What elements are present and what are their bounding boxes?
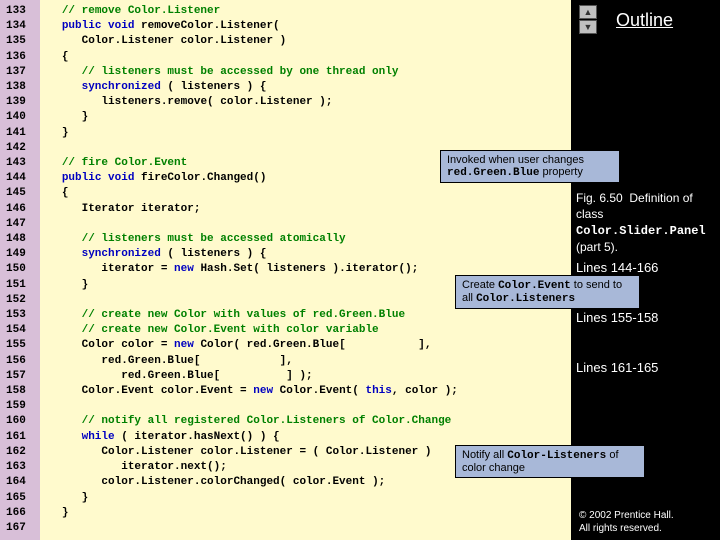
line-number: 166 [2, 506, 38, 521]
line-number: 157 [2, 369, 38, 384]
code-line [42, 399, 569, 414]
code-line: synchronized ( listeners ) { [42, 247, 569, 262]
line-number: 135 [2, 34, 38, 49]
line-numbers: 1331341351361371381391401411421431441451… [0, 0, 40, 540]
line-number: 161 [2, 430, 38, 445]
copyright: © 2002 Prentice Hall. All rights reserve… [579, 509, 674, 535]
figure-caption: Fig. 6.50 Definition of class Color.Slid… [576, 190, 720, 255]
line-number: 147 [2, 217, 38, 232]
code-line: public void removeColor.Listener( [42, 19, 569, 34]
code-line: while ( iterator.hasNext() ) { [42, 430, 569, 445]
line-number: 137 [2, 65, 38, 80]
code-line: Color color = new Color( red.Green.Blue[… [42, 338, 569, 353]
callout: Invoked when user changes red.Green.Blue… [440, 150, 620, 183]
code-line: } [42, 110, 569, 125]
code-line: // create new Color with values of red.G… [42, 308, 569, 323]
line-number: 134 [2, 19, 38, 34]
code-line: // listeners must be accessed atomically [42, 232, 569, 247]
line-number: 165 [2, 491, 38, 506]
line-number: 152 [2, 293, 38, 308]
code-line: synchronized ( listeners ) { [42, 80, 569, 95]
line-number: 151 [2, 278, 38, 293]
code-line: // remove Color.Listener [42, 4, 569, 19]
line-number: 149 [2, 247, 38, 262]
code-line: // create new Color.Event with color var… [42, 323, 569, 338]
code-line: { [42, 50, 569, 65]
line-number: 142 [2, 141, 38, 156]
code-line: { [42, 186, 569, 201]
line-number: 162 [2, 445, 38, 460]
line-number: 148 [2, 232, 38, 247]
callout: Create Color.Event to send to all Color.… [455, 275, 640, 309]
line-number: 155 [2, 338, 38, 353]
code-line: } [42, 126, 569, 141]
nav-arrows: ▲ ▼ [579, 5, 597, 34]
code-line: red.Green.Blue[ ], [42, 354, 569, 369]
line-number: 159 [2, 399, 38, 414]
line-number: 138 [2, 80, 38, 95]
line-number: 141 [2, 126, 38, 141]
line-number: 154 [2, 323, 38, 338]
line-number: 146 [2, 202, 38, 217]
line-number: 139 [2, 95, 38, 110]
ref-lines-3: Lines 161-165 [576, 360, 658, 375]
code-line: } [42, 506, 569, 521]
prev-arrow-icon[interactable]: ▲ [579, 5, 597, 19]
code-line: Color.Listener color.Listener ) [42, 34, 569, 49]
line-number: 150 [2, 262, 38, 277]
code-line: Iterator iterator; [42, 202, 569, 217]
next-arrow-icon[interactable]: ▼ [579, 20, 597, 34]
ref-lines-1: Lines 144-166 [576, 260, 658, 275]
line-number: 153 [2, 308, 38, 323]
line-number: 144 [2, 171, 38, 186]
line-number: 133 [2, 4, 38, 19]
line-number: 163 [2, 460, 38, 475]
line-number: 140 [2, 110, 38, 125]
code-line: Color.Event color.Event = new Color.Even… [42, 384, 569, 399]
code-line: // listeners must be accessed by one thr… [42, 65, 569, 80]
code-line: // notify all registered Color.Listeners… [42, 414, 569, 429]
line-number: 136 [2, 50, 38, 65]
code-line [42, 521, 569, 536]
line-number: 145 [2, 186, 38, 201]
line-number: 158 [2, 384, 38, 399]
line-number: 160 [2, 414, 38, 429]
code-line: } [42, 491, 569, 506]
line-number: 143 [2, 156, 38, 171]
line-number: 167 [2, 521, 38, 536]
outline-title: Outline [616, 10, 673, 31]
ref-lines-2: Lines 155-158 [576, 310, 658, 325]
line-number: 156 [2, 354, 38, 369]
line-number: 164 [2, 475, 38, 490]
code-line: red.Green.Blue[ ] ); [42, 369, 569, 384]
code-line [42, 217, 569, 232]
code-line: listeners.remove( color.Listener ); [42, 95, 569, 110]
callout: Notify all Color-Listeners of color chan… [455, 445, 645, 478]
